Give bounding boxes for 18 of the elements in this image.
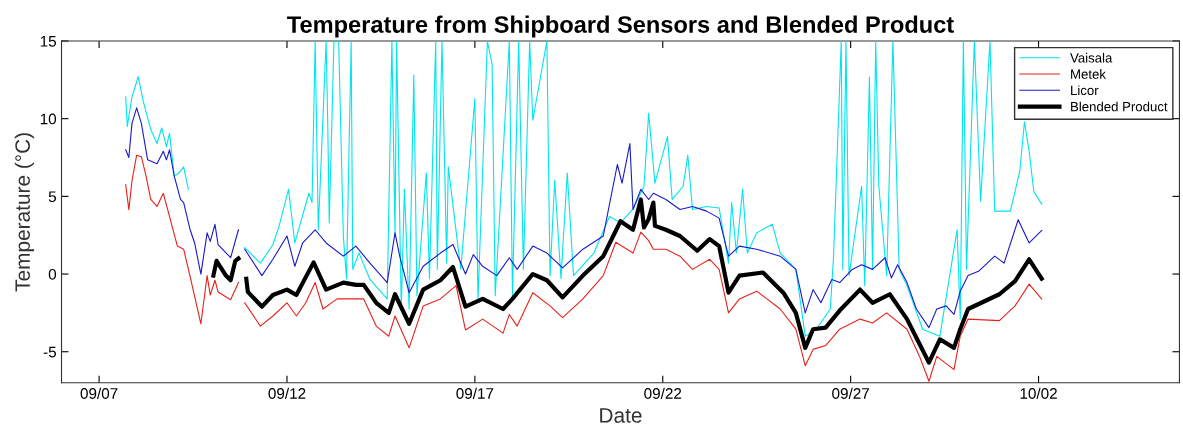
x-tick-label: 09/12	[268, 387, 306, 399]
x-tick-label: 09/17	[456, 387, 494, 399]
y-axis-title: Temperature (°C)	[14, 133, 35, 292]
y-tick-label: 5	[48, 191, 57, 203]
x-tick-label: 09/22	[644, 387, 682, 399]
x-tick-label: 09/27	[832, 387, 869, 399]
y-tick-label: 0	[48, 268, 57, 280]
y-tick-label: 10	[40, 113, 57, 125]
legend-label: Metek	[1071, 69, 1106, 79]
x-tick-label: 09/07	[80, 387, 118, 399]
legend-label: Blended Product	[1071, 101, 1168, 112]
x-axis-title: Date	[600, 408, 642, 423]
x-tick-label: 10/02	[1020, 387, 1057, 399]
y-tick-label: 15	[40, 36, 57, 47]
chart-title: Temperature from Shipboard Sensors and Blended Product	[287, 15, 954, 38]
legend-label: Licor	[1071, 85, 1099, 96]
legend-label: Vaisala	[1070, 52, 1113, 63]
y-tick-label: -5	[43, 346, 57, 358]
